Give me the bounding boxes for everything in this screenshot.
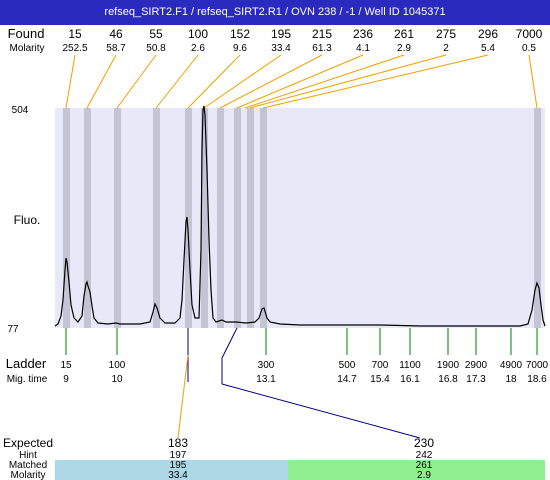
- expected-hint: 242: [416, 450, 433, 461]
- found-peak-size: 7000: [516, 27, 543, 41]
- match-cell: [55, 460, 288, 480]
- ladder-mig-time: 17.3: [466, 374, 486, 385]
- ladder-size: 2900: [465, 360, 488, 371]
- match-cell: [288, 460, 545, 480]
- y-axis-max-label: 504: [12, 105, 29, 116]
- found-molarity-label: Molarity: [9, 43, 44, 54]
- found-label: Found: [8, 26, 45, 41]
- ladder-mig-time: 15.4: [370, 374, 390, 385]
- found-peak-size: 55: [149, 27, 163, 41]
- ladder-mig-time: 18: [505, 374, 517, 385]
- ladder-mig-time: 14.7: [337, 374, 357, 385]
- found-peak-connector: [236, 54, 364, 109]
- ladder-size: 100: [109, 360, 126, 371]
- ladder-mig-time: 13.1: [256, 374, 276, 385]
- ladder-size: 500: [339, 360, 356, 371]
- found-peak-connector: [528, 54, 538, 109]
- expected-connector-230: [221, 383, 421, 439]
- ladder-size: 7000: [526, 360, 549, 371]
- ladder-mig-time: 9: [63, 374, 69, 385]
- expected-connector-183: [177, 354, 189, 439]
- ladder-mig-time: 10: [111, 374, 123, 385]
- found-peak-size: 275: [436, 27, 456, 41]
- found-peak-molarity: 252.5: [62, 43, 87, 54]
- found-peak-size: 195: [271, 27, 291, 41]
- found-peak-molarity: 9.6: [233, 43, 247, 54]
- found-peak-connector: [262, 54, 489, 109]
- expected-marker-230: [221, 327, 238, 384]
- found-peak-molarity: 2.6: [191, 43, 205, 54]
- found-peak-size: 296: [478, 27, 498, 41]
- expected-molarity: 33.4: [168, 470, 188, 480]
- found-peak-molarity: 2: [443, 43, 449, 54]
- ladder-size: 4900: [500, 360, 523, 371]
- found-peak-molarity: 4.1: [356, 43, 370, 54]
- peak-band: [153, 108, 160, 328]
- ladder-size: 300: [258, 360, 275, 371]
- peak-band: [114, 108, 121, 328]
- peak-band: [63, 108, 70, 328]
- ladder-size: 1100: [399, 360, 421, 371]
- found-peak-connector: [116, 54, 157, 109]
- found-peak-molarity: 5.4: [481, 43, 495, 54]
- expected-size: 230: [414, 436, 434, 450]
- ladder-mig-time: 18.6: [527, 374, 547, 385]
- found-peak-connector: [249, 54, 447, 109]
- found-peak-size: 236: [353, 27, 373, 41]
- found-peak-size: 261: [394, 27, 414, 41]
- found-peak-molarity: 61.3: [312, 43, 332, 54]
- peak-band: [201, 108, 208, 328]
- ladder-size: 15: [60, 360, 72, 371]
- found-peak-molarity: 33.4: [271, 43, 291, 54]
- found-peak-size: 152: [230, 27, 250, 41]
- peak-band: [217, 108, 224, 328]
- expected-matched: 261: [416, 460, 433, 471]
- peak-band: [260, 108, 267, 328]
- found-peak-size: 215: [312, 27, 332, 41]
- hint-label: Hint: [19, 450, 37, 461]
- found-peak-connector: [155, 54, 199, 109]
- fluorescence-trace: [54, 105, 546, 327]
- plot-area: [55, 108, 545, 328]
- peak-band: [534, 108, 541, 328]
- found-peak-connector: [244, 54, 405, 109]
- found-peak-size: 46: [109, 27, 123, 41]
- found-peak-molarity: 0.5: [522, 43, 536, 54]
- ladder-mig-time: 16.1: [400, 374, 420, 385]
- expected-size: 183: [168, 436, 188, 450]
- found-peak-connector: [86, 54, 117, 109]
- found-peak-connector: [203, 54, 282, 109]
- peak-band: [185, 108, 192, 328]
- matched-label: Matched: [9, 460, 47, 471]
- found-peak-size: 100: [188, 27, 208, 41]
- y-axis-min-label: 77: [7, 324, 19, 335]
- found-peak-connector: [187, 54, 241, 109]
- ladder-size: 700: [372, 360, 389, 371]
- found-peak-molarity: 58.7: [106, 43, 126, 54]
- found-peak-molarity: 50.8: [146, 43, 166, 54]
- expected-label: Expected: [3, 436, 53, 450]
- expected-molarity-label: Molarity: [10, 470, 45, 480]
- expected-hint: 197: [170, 450, 187, 461]
- y-axis-label: Fluo.: [14, 213, 41, 227]
- ladder-mig-time: 16.8: [438, 374, 458, 385]
- peak-band: [234, 108, 241, 328]
- found-peak-molarity: 2.9: [397, 43, 411, 54]
- found-peak-connector: [219, 54, 323, 109]
- ladder-size: 1900: [437, 360, 460, 371]
- ladder-label: Ladder: [6, 356, 47, 371]
- found-peak-connector: [65, 54, 76, 109]
- expected-molarity: 2.9: [417, 470, 431, 480]
- peak-band: [84, 108, 91, 328]
- peak-band: [247, 108, 254, 328]
- expected-matched: 195: [170, 460, 187, 471]
- mig-time-label: Mig. time: [7, 374, 48, 385]
- chart-title-bar: refseq_SIRT2.F1 / refseq_SIRT2.R1 / OVN …: [0, 0, 550, 25]
- found-peak-size: 15: [68, 27, 82, 41]
